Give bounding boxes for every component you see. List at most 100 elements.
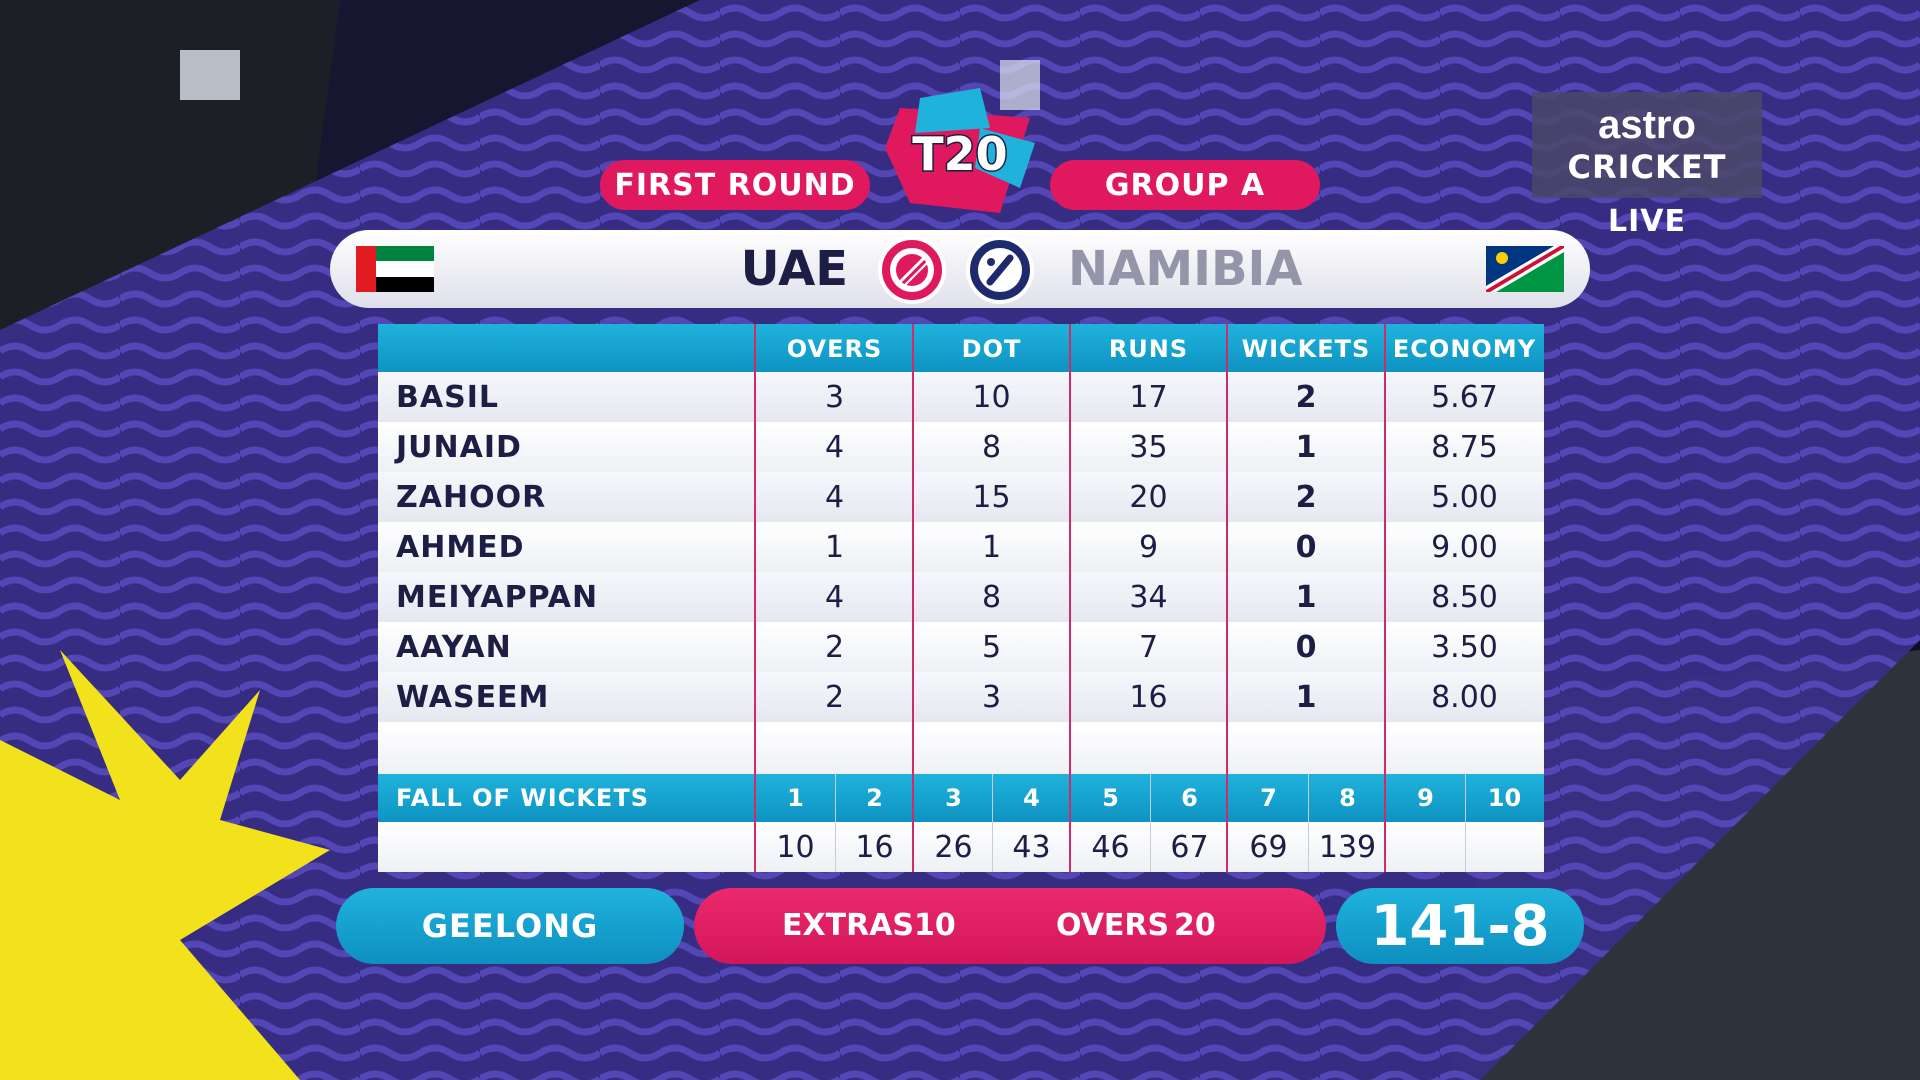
wicket-score: 10 (776, 830, 815, 865)
overs-cell: 4 (824, 480, 845, 515)
dot-balls-cell: 8 (981, 430, 1002, 465)
wicket-number: 6 (1181, 784, 1198, 812)
uae-flag-icon (356, 246, 434, 292)
wicket-number: 7 (1260, 784, 1277, 812)
wicket-score: 43 (1012, 830, 1051, 865)
dot-balls-cell: 5 (981, 630, 1002, 665)
overs-value: 20 (1174, 908, 1216, 943)
bowler-name: AHMED (396, 530, 525, 565)
extras-overs-pill: EXTRAS 10 OVERS 20 (694, 888, 1326, 964)
broadcaster-channel: CRICKET (1567, 148, 1727, 186)
fow-divider (1465, 774, 1466, 872)
wicket-number: 9 (1417, 784, 1434, 812)
table-row: BASIL 3 10 17 2 5.67 (378, 372, 1544, 422)
wicket-number: 2 (866, 784, 883, 812)
header-dot-balls: DOT BALLS (947, 335, 1036, 413)
fow-divider (1150, 774, 1151, 872)
wickets-cell: 1 (1295, 580, 1317, 615)
wickets-cell: 1 (1295, 430, 1317, 465)
wicket-score: 26 (934, 830, 973, 865)
batting-bat-icon (966, 236, 1034, 304)
runs-cell: 20 (1129, 480, 1168, 515)
fall-of-wickets-label: FALL OF WICKETS (396, 784, 649, 812)
wicket-number: 5 (1102, 784, 1119, 812)
wicket-number: 4 (1023, 784, 1040, 812)
empty-row (378, 724, 1544, 774)
bowler-name: BASIL (396, 380, 499, 415)
bowling-ball-icon (878, 236, 946, 304)
runs-cell: 34 (1129, 580, 1168, 615)
overs-cell: 4 (824, 580, 845, 615)
header-overs: OVERS (786, 335, 883, 363)
wickets-cell: 0 (1295, 530, 1317, 565)
overs-cell: 2 (824, 680, 845, 715)
wicket-score: 67 (1170, 830, 1209, 865)
bowler-name: AAYAN (396, 630, 512, 665)
economy-cell: 9.00 (1431, 530, 1498, 565)
header-wickets: WICKETS (1241, 335, 1371, 363)
overs-cell: 4 (824, 430, 845, 465)
wicket-score: 139 (1318, 830, 1377, 865)
economy-cell: 3.50 (1431, 630, 1498, 665)
table-row: WASEEM 2 3 16 1 8.00 (378, 672, 1544, 722)
t20-logo-text: T20 (912, 127, 1007, 181)
table-row: MEIYAPPAN 4 8 34 1 8.50 (378, 572, 1544, 622)
wickets-cell: 2 (1295, 480, 1317, 515)
round-pill: FIRST ROUND (600, 160, 870, 210)
fow-divider (992, 774, 993, 872)
total-score: 141-8 (1336, 888, 1584, 964)
dot-balls-cell: 8 (981, 580, 1002, 615)
table-header: OVERS DOT BALLS RUNS WICKETS ECONOMY (378, 324, 1544, 413)
wickets-cell: 0 (1295, 630, 1317, 665)
wickets-cell: 2 (1295, 380, 1317, 415)
wicket-number: 8 (1339, 784, 1356, 812)
broadcaster-name: astro (1598, 103, 1696, 147)
broadcaster-logo: astro CRICKET (1532, 92, 1762, 198)
group-pill: GROUP A (1050, 160, 1320, 210)
dot-balls-cell: 10 (972, 380, 1011, 415)
wicket-score: 69 (1249, 830, 1288, 865)
wicket-score (1465, 822, 1544, 872)
column-divider (1384, 324, 1386, 872)
fall-of-wickets-header: FALL OF WICKETS (378, 774, 1544, 822)
overs-label: OVERS (1056, 908, 1170, 943)
wicket-score: 46 (1091, 830, 1130, 865)
dot-balls-cell: 15 (972, 480, 1011, 515)
economy-cell: 5.00 (1431, 480, 1498, 515)
venue-pill: GEELONG (336, 888, 684, 964)
bowler-name: MEIYAPPAN (396, 580, 599, 615)
extras-label: EXTRAS (782, 908, 915, 943)
wickets-cell: 1 (1295, 680, 1317, 715)
extras-value: 10 (914, 908, 956, 943)
overs-cell: 3 (824, 380, 845, 415)
wicket-score (1386, 822, 1465, 872)
table-row: AAYAN 2 5 7 0 3.50 (378, 622, 1544, 672)
column-divider (912, 324, 914, 872)
header-runs: RUNS (1108, 335, 1189, 363)
bowler-name: WASEEM (396, 680, 550, 715)
teams-bar: UAE NAMIBIA (330, 230, 1590, 308)
wicket-number: 1 (787, 784, 804, 812)
runs-cell: 35 (1129, 430, 1168, 465)
team1-name: UAE (740, 241, 848, 297)
overs-cell: 2 (824, 630, 845, 665)
bowler-name: JUNAID (396, 430, 522, 465)
bowler-name: ZAHOOR (396, 480, 547, 515)
economy-cell: 5.67 (1431, 380, 1498, 415)
wicket-number: 3 (945, 784, 962, 812)
t20-tournament-logo: T20 (885, 88, 1035, 213)
runs-cell: 7 (1138, 630, 1159, 665)
column-divider (1226, 324, 1228, 872)
column-divider (1069, 324, 1071, 872)
fall-of-wickets-row (378, 822, 1544, 872)
table-row: ZAHOOR 4 15 20 2 5.00 (378, 472, 1544, 522)
wicket-score: 16 (855, 830, 894, 865)
dot-balls-cell: 3 (981, 680, 1002, 715)
live-indicator: LIVE (1608, 204, 1686, 239)
namibia-flag-icon (1486, 246, 1564, 292)
runs-cell: 17 (1129, 380, 1168, 415)
table-row: JUNAID 4 8 35 1 8.75 (378, 422, 1544, 472)
header-economy: ECONOMY (1392, 335, 1537, 363)
economy-cell: 8.75 (1431, 430, 1498, 465)
bowling-scorecard: OVERS DOT BALLS RUNS WICKETS ECONOMY BAS… (378, 324, 1544, 872)
